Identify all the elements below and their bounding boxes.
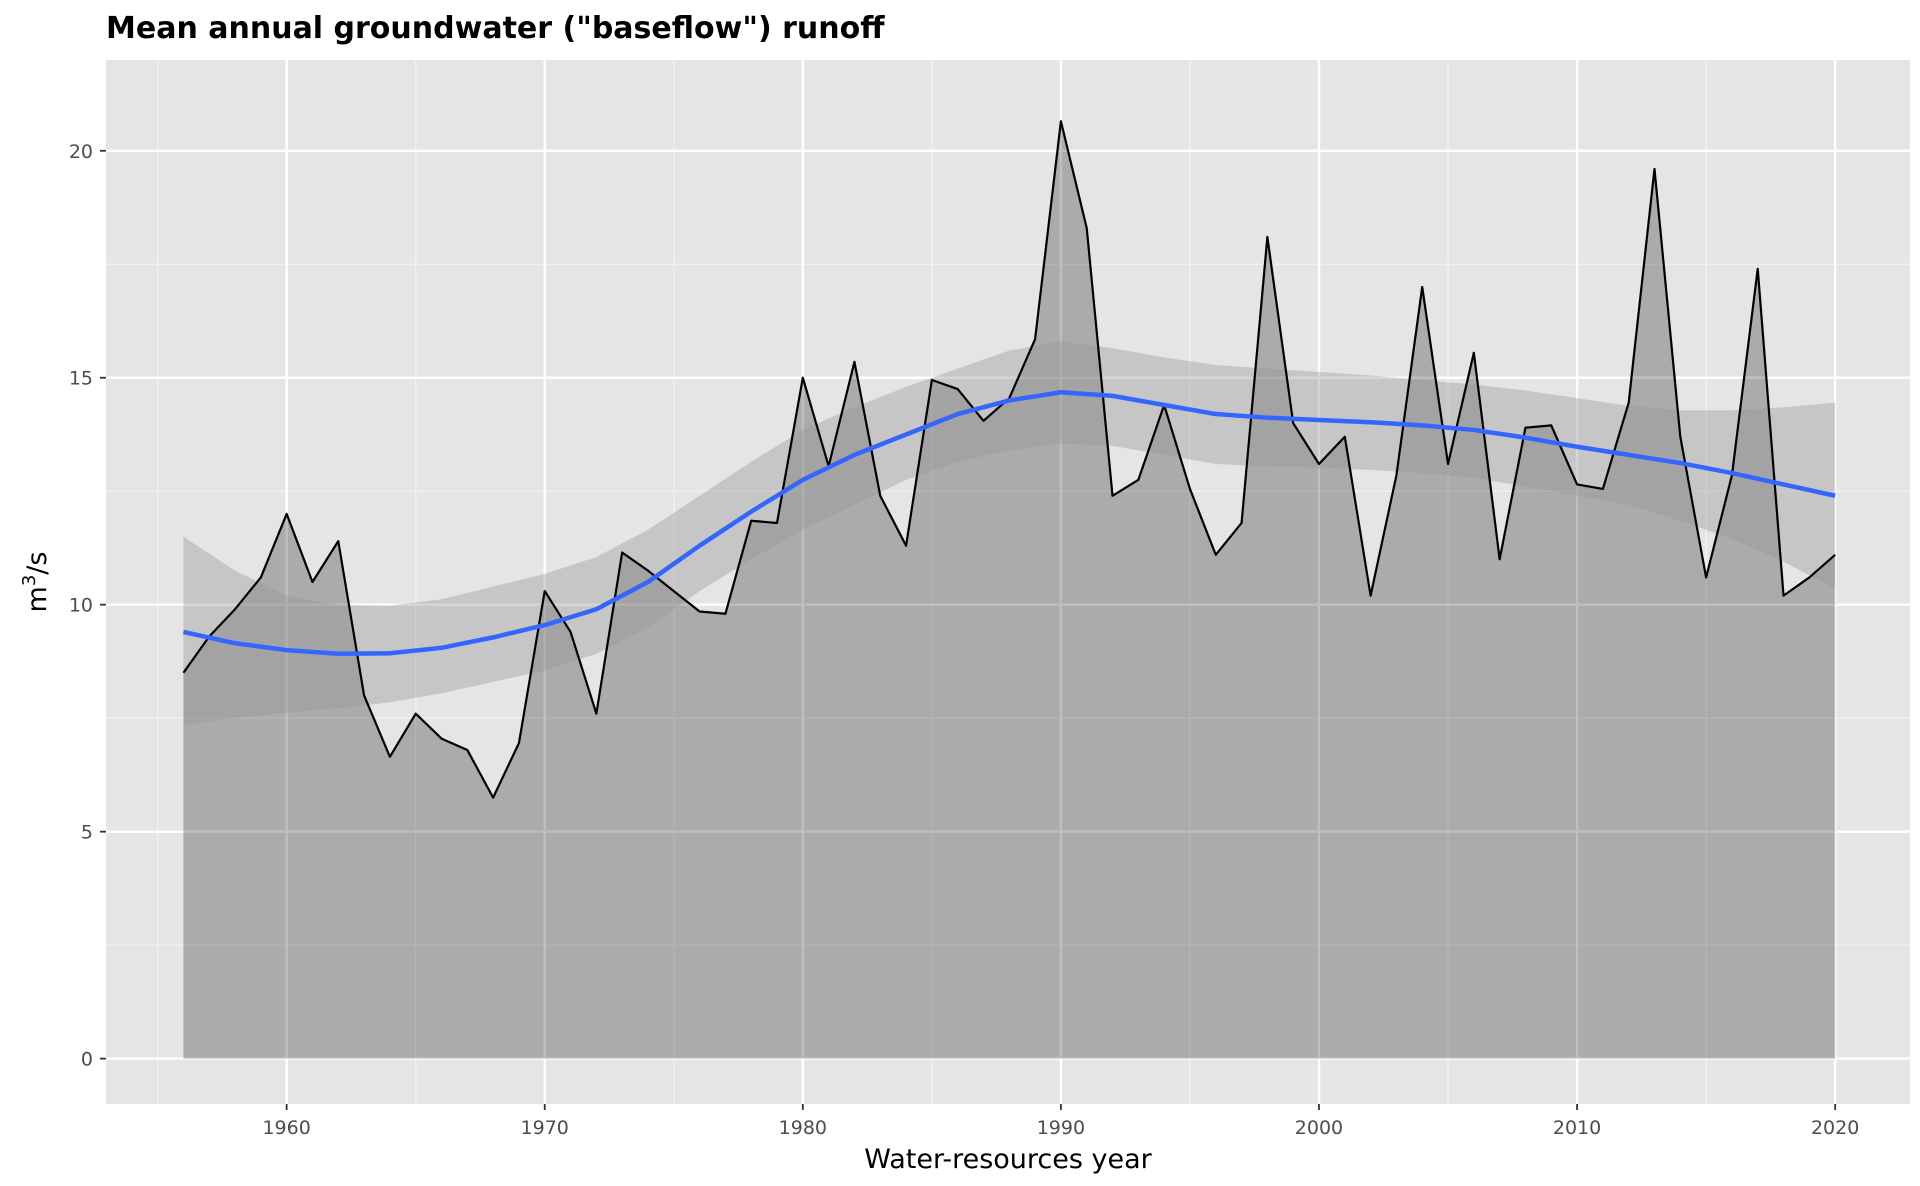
x-tick-label: 2020 <box>1811 1117 1859 1139</box>
x-tick-label: 2000 <box>1295 1117 1343 1139</box>
y-axis-title: m3/s <box>19 552 53 613</box>
chart-title: Mean annual groundwater ("baseflow") run… <box>106 11 885 46</box>
grid-major <box>106 60 1910 1104</box>
y-tick-label: 10 <box>69 595 93 617</box>
x-tick-label: 1980 <box>779 1117 827 1139</box>
y-tick-label: 20 <box>69 141 93 163</box>
plot-panel <box>106 60 1910 1104</box>
y-axis: 0 5 10 15 20 <box>69 141 106 1071</box>
grid-minor <box>106 60 1910 1104</box>
area-layer <box>183 121 1836 1059</box>
trend-line <box>182 390 1836 656</box>
x-axis-title: Water-resources year <box>864 1144 1152 1175</box>
y-tick-label: 15 <box>69 368 93 390</box>
x-tick-label: 1960 <box>262 1117 310 1139</box>
x-tick-label: 2010 <box>1553 1117 1601 1139</box>
x-tick-label: 1970 <box>521 1117 569 1139</box>
confidence-band <box>183 341 1836 725</box>
x-tick-label: 1990 <box>1037 1117 1085 1139</box>
y-axis-title-suffix: /s <box>22 552 53 575</box>
y-tick-label: 5 <box>81 822 93 844</box>
y-axis-title-unit: m <box>22 586 53 612</box>
y-tick-label: 0 <box>81 1049 93 1071</box>
confidence-band-layer <box>183 341 1836 725</box>
trend-line-layer <box>182 390 1836 656</box>
x-axis: 1960 1970 1980 1990 2000 2010 2020 <box>262 1104 1859 1139</box>
runoff-area <box>183 121 1836 1059</box>
y-axis-title-exponent: 3 <box>19 575 40 586</box>
